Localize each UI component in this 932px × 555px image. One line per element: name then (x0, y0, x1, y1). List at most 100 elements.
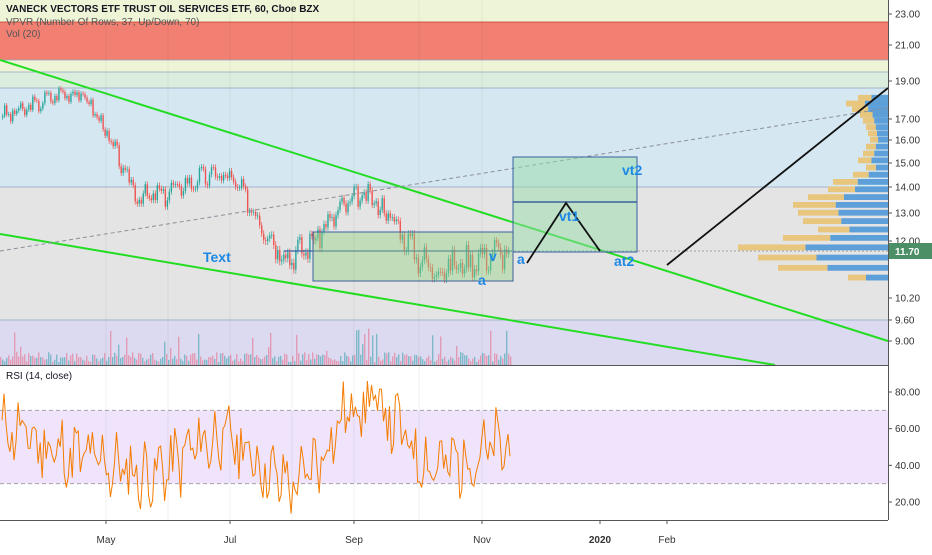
volume-bar (418, 356, 420, 365)
symbol-title: VANECK VECTORS ETF TRUST OIL SERVICES ET… (6, 4, 320, 15)
label-a-right: a (517, 251, 525, 267)
candle-body (56, 96, 58, 101)
vpvr-down-bar (833, 179, 858, 185)
candle-body (349, 201, 351, 204)
volume-bar (360, 354, 362, 365)
volume-indicator-label[interactable]: Vol (20) (6, 29, 41, 40)
rsi-indicator-label[interactable]: RSI (14, close) (6, 371, 73, 382)
resistance-zone (0, 22, 888, 60)
candle-body (371, 190, 373, 206)
volume-bar (232, 360, 234, 365)
candle-body (80, 93, 82, 101)
volume-bar (110, 330, 112, 365)
price-tick-label: 12.00 (895, 237, 920, 248)
vpvr-down-bar (860, 112, 873, 118)
volume-bar (172, 358, 174, 365)
volume-bar (128, 355, 130, 365)
volume-bar (142, 357, 144, 365)
candle-body (443, 272, 446, 280)
volume-bar (26, 361, 28, 365)
volume-bar (324, 355, 326, 365)
volume-bar (334, 359, 336, 365)
zone-green (0, 72, 888, 88)
volume-bar (236, 354, 238, 365)
candle-body (451, 249, 454, 271)
vpvr-up-bar (868, 171, 888, 178)
volume-bar (506, 330, 508, 365)
candle-body (70, 93, 72, 102)
candle-body (467, 244, 470, 268)
vpvr-indicator-label[interactable]: VPVR (Number Of Rows, 37, Up/Down, 70) (6, 17, 200, 28)
candle-body (359, 200, 361, 207)
volume-bar (374, 361, 376, 365)
candle-body (415, 257, 418, 260)
candle-body (305, 252, 307, 256)
volume-bar (50, 354, 52, 365)
vpvr-up-bar (855, 186, 888, 193)
volume-bar (32, 355, 34, 365)
volume-bar (390, 361, 392, 365)
volume-bar (130, 356, 132, 365)
candle-body (377, 201, 379, 216)
candle-body (240, 179, 243, 188)
candle-body (2, 115, 4, 118)
candle-body (409, 233, 412, 237)
candle-body (289, 252, 291, 266)
volume-bar (422, 359, 424, 365)
volume-bar (202, 360, 204, 365)
volume-bar (442, 358, 444, 365)
candle-body (200, 167, 203, 169)
vpvr-up-bar (875, 143, 888, 150)
candle-body (142, 193, 144, 204)
volume-bar (252, 337, 254, 365)
volume-bar (290, 361, 292, 365)
candle-body (60, 88, 62, 91)
volume-bar (268, 347, 270, 365)
volume-bar (316, 354, 318, 365)
label-v: v (489, 248, 497, 264)
vpvr-up-bar (872, 112, 888, 118)
rsi-tick-label: 60.00 (895, 424, 920, 435)
volume-bar (106, 360, 108, 365)
price-tick-label: 9.00 (895, 337, 915, 348)
volume-bar (98, 361, 100, 365)
price-tick-label: 19.00 (895, 77, 920, 88)
volume-bar (416, 355, 418, 365)
volume-bar (258, 357, 260, 365)
candle-body (337, 209, 339, 216)
candle-body (417, 257, 420, 274)
candle-body (28, 104, 30, 110)
candle-body (391, 217, 393, 219)
candle-body (126, 169, 128, 171)
volume-bar (154, 359, 156, 365)
candle-body (453, 249, 456, 266)
candle-body (120, 166, 122, 174)
volume-bar (156, 360, 158, 365)
volume-bar (164, 341, 166, 365)
candle-body (425, 247, 428, 260)
candle-body (74, 91, 76, 96)
candle-body (309, 233, 311, 259)
candle-body (176, 184, 179, 185)
candle-body (313, 235, 315, 241)
volume-bar (322, 354, 324, 365)
target-box (512, 156, 638, 253)
candle-body (244, 186, 247, 190)
volume-bar (280, 355, 282, 365)
candle-body (154, 193, 157, 201)
vpvr-down-bar (863, 150, 875, 157)
time-tick-label: May (97, 535, 116, 546)
volume-bar (146, 359, 148, 365)
projected-path (526, 201, 601, 264)
candle-body (184, 177, 187, 192)
volume-bar (366, 359, 368, 365)
rsi-tick-label: 80.00 (895, 388, 920, 399)
candle-body (226, 175, 229, 178)
volume-bar (36, 357, 38, 365)
candle-body (42, 103, 44, 109)
volume-bar (120, 358, 122, 365)
candle-body (401, 234, 403, 240)
volume-bar (76, 353, 78, 365)
